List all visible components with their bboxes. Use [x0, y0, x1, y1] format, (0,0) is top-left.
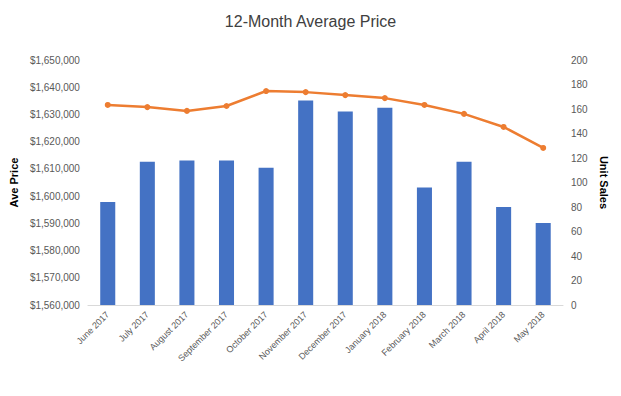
svg-text:$1,560,000: $1,560,000 [30, 300, 80, 311]
svg-text:60: 60 [571, 226, 583, 237]
svg-text:February 2018: February 2018 [380, 309, 428, 357]
svg-text:August 2017: August 2017 [148, 309, 191, 352]
svg-text:$1,590,000: $1,590,000 [30, 218, 80, 229]
svg-text:December 2017: December 2017 [297, 309, 349, 361]
svg-text:200: 200 [571, 55, 588, 66]
svg-text:$1,630,000: $1,630,000 [30, 109, 80, 120]
svg-text:$1,600,000: $1,600,000 [30, 191, 80, 202]
svg-text:$1,610,000: $1,610,000 [30, 163, 80, 174]
svg-text:October 2017: October 2017 [224, 309, 270, 355]
svg-text:$1,640,000: $1,640,000 [30, 82, 80, 93]
svg-text:Ave Price: Ave Price [8, 158, 20, 208]
svg-text:$1,570,000: $1,570,000 [30, 272, 80, 283]
svg-text:July 2017: July 2017 [117, 309, 151, 343]
svg-text:May 2018: May 2018 [512, 309, 547, 344]
svg-text:140: 140 [571, 128, 588, 139]
svg-text:20: 20 [571, 275, 583, 286]
svg-text:80: 80 [571, 202, 583, 213]
svg-text:September 2017: September 2017 [176, 309, 230, 363]
svg-text:November 2017: November 2017 [256, 309, 310, 362]
svg-text:$1,620,000: $1,620,000 [30, 136, 80, 147]
svg-text:0: 0 [571, 300, 577, 311]
svg-text:January 2018: January 2018 [342, 309, 389, 355]
svg-text:160: 160 [571, 104, 588, 115]
svg-text:Unit Sales: Unit Sales [598, 156, 610, 209]
svg-text:100: 100 [571, 177, 588, 188]
svg-text:$1,650,000: $1,650,000 [30, 55, 80, 66]
svg-text:120: 120 [571, 153, 588, 164]
svg-text:March 2018: March 2018 [427, 309, 468, 350]
svg-text:40: 40 [571, 251, 583, 262]
svg-text:April 2018: April 2018 [471, 309, 507, 345]
svg-text:180: 180 [571, 79, 588, 90]
svg-text:$1,580,000: $1,580,000 [30, 245, 80, 256]
svg-text:June 2017: June 2017 [75, 309, 112, 346]
svg-text:12-Month Average Price: 12-Month Average Price [225, 13, 396, 30]
